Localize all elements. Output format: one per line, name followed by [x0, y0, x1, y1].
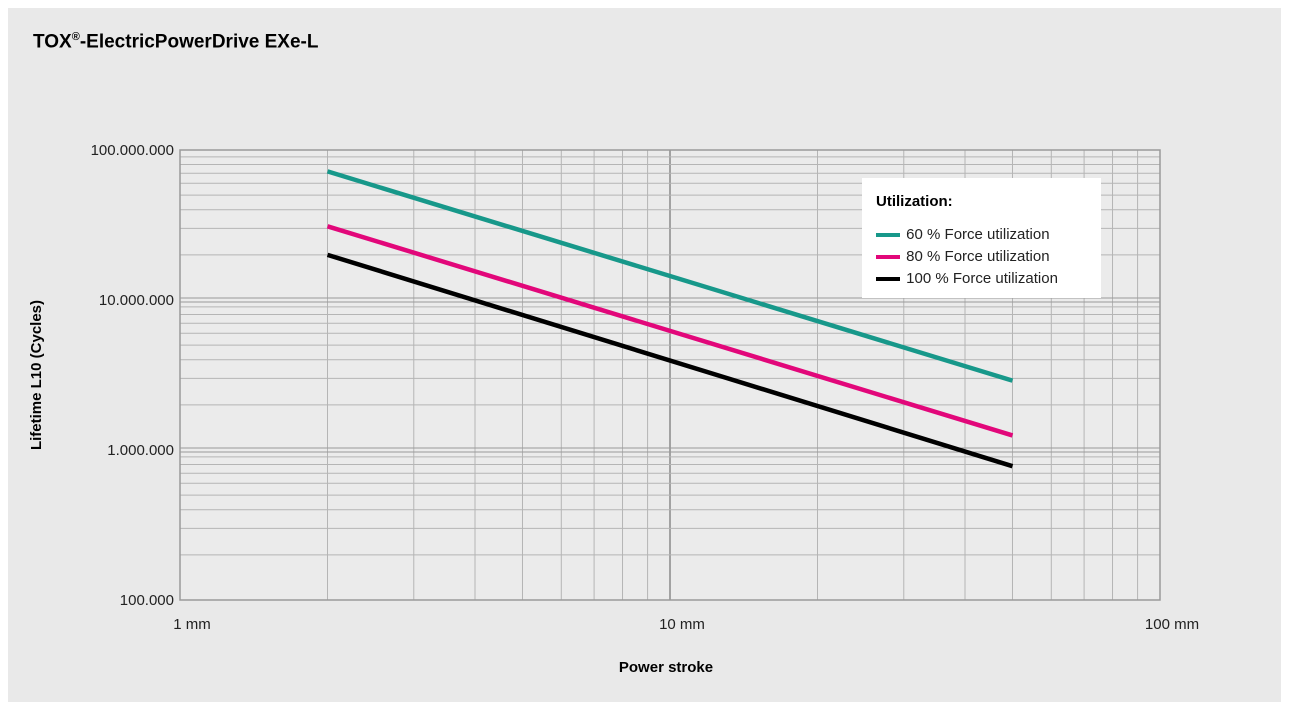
x-tick-label: 10 mm — [659, 616, 705, 633]
legend-title: Utilization: — [876, 193, 953, 210]
y-axis-label: Lifetime L10 (Cycles) — [28, 300, 45, 450]
series-lines — [326, 169, 1014, 469]
chart-title: TOX®-ElectricPowerDrive EXe-L — [33, 31, 319, 53]
x-tick-label: 100 mm — [1145, 616, 1199, 633]
y-tick-label: 10.000.000 — [99, 292, 174, 309]
series-line-1 — [326, 224, 1014, 438]
plot-frame — [179, 149, 1161, 601]
tick-labels: 100.000 1.000.000 10.000.000 100.000.000 1 m… — [91, 142, 1200, 633]
x-axis-label: Power stroke — [619, 659, 713, 676]
legend-item-60: 60 % Force utilization — [876, 226, 1050, 243]
legend: Utilization: 60 % Force utilization 80 %… — [862, 178, 1101, 298]
y-tick-label: 100.000 — [120, 592, 174, 609]
legend-swatch-80 — [876, 255, 900, 260]
series-line-0 — [326, 169, 1014, 383]
legend-swatch-60 — [876, 233, 900, 238]
series-line-2 — [326, 252, 1014, 469]
y-tick-label: 100.000.000 — [91, 142, 174, 159]
legend-swatch-100 — [876, 277, 900, 282]
y-tick-label: 1.000.000 — [107, 442, 174, 459]
legend-label-100: 100 % Force utilization — [906, 270, 1058, 287]
x-tick-label: 1 mm — [173, 616, 211, 633]
legend-item-100: 100 % Force utilization — [876, 270, 1058, 287]
legend-label-80: 80 % Force utilization — [906, 248, 1050, 265]
legend-item-80: 80 % Force utilization — [876, 248, 1050, 265]
legend-label-60: 60 % Force utilization — [906, 226, 1050, 243]
